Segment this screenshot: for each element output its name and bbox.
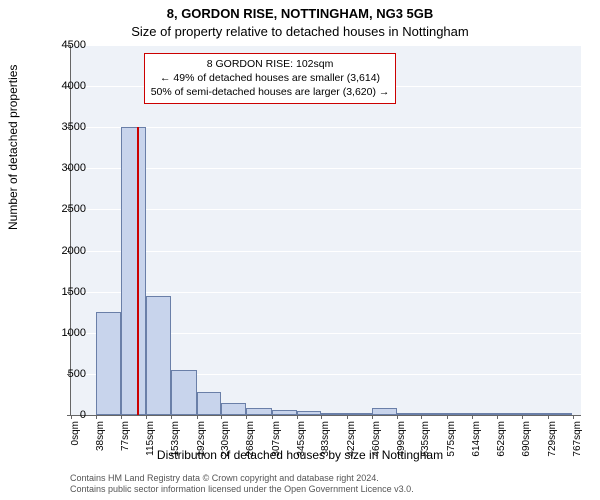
annotation-box: 8 GORDON RISE: 102sqm ← 49% of detached … [144,53,397,104]
x-tick-label: 422sqm [346,421,357,461]
x-tick-mark [121,415,122,419]
x-tick-label: 115sqm [145,421,156,461]
x-tick-mark [472,415,473,419]
x-tick-mark [573,415,574,419]
annotation-line2: ← 49% of detached houses are smaller (3,… [151,71,390,85]
x-tick-label: 307sqm [271,421,282,461]
histogram-bar [522,413,548,415]
histogram-bar [171,370,197,415]
y-tick-label: 1500 [36,286,86,298]
x-tick-mark [246,415,247,419]
x-tick-mark [397,415,398,419]
y-tick-label: 3000 [36,162,86,174]
histogram-bar [321,413,347,415]
histogram-bar [272,410,297,415]
attribution-text: Contains HM Land Registry data © Crown c… [70,473,414,496]
x-tick-mark [171,415,172,419]
x-tick-label: 535sqm [420,421,431,461]
gridline [71,209,581,210]
histogram-bar [347,413,372,415]
histogram-bar [472,413,497,415]
chart-container: 8, GORDON RISE, NOTTINGHAM, NG3 5GB Size… [0,0,600,500]
y-tick-label: 0 [36,409,86,421]
x-tick-mark [421,415,422,419]
chart-title-address: 8, GORDON RISE, NOTTINGHAM, NG3 5GB [0,6,600,21]
x-tick-label: 383sqm [320,421,331,461]
y-tick-label: 3500 [36,121,86,133]
histogram-bar [297,411,322,415]
x-tick-label: 767sqm [572,421,583,461]
gridline [71,168,581,169]
gridline [71,45,581,46]
x-tick-mark [272,415,273,419]
gridline [71,127,581,128]
x-tick-mark [221,415,222,419]
annotation-line3: 50% of semi-detached houses are larger (… [151,85,390,99]
x-tick-label: 153sqm [170,421,181,461]
x-tick-mark [372,415,373,419]
histogram-bar [447,413,473,415]
x-tick-mark [522,415,523,419]
x-tick-label: 77sqm [120,421,131,461]
y-axis-label: Number of detached properties [6,65,20,230]
y-tick-label: 4500 [36,39,86,51]
x-tick-label: 729sqm [547,421,558,461]
x-tick-label: 652sqm [496,421,507,461]
chart-subtitle: Size of property relative to detached ho… [0,24,600,39]
x-tick-mark [197,415,198,419]
attribution-line2: Contains public sector information licen… [70,484,414,496]
x-tick-label: 192sqm [196,421,207,461]
x-tick-label: 690sqm [521,421,532,461]
histogram-bar [246,408,272,415]
y-tick-label: 500 [36,368,86,380]
gridline [71,292,581,293]
histogram-bar [397,413,421,415]
attribution-line1: Contains HM Land Registry data © Crown c… [70,473,414,485]
x-tick-mark [347,415,348,419]
histogram-bar [96,312,122,415]
x-tick-mark [497,415,498,419]
x-tick-label: 614sqm [471,421,482,461]
histogram-bar [372,408,398,415]
x-tick-label: 0sqm [70,421,81,461]
x-tick-label: 499sqm [396,421,407,461]
x-tick-mark [548,415,549,419]
y-tick-label: 2000 [36,245,86,257]
histogram-bar [421,413,447,415]
x-tick-mark [297,415,298,419]
histogram-bar [221,403,246,415]
x-tick-mark [146,415,147,419]
x-tick-label: 230sqm [220,421,231,461]
y-tick-label: 2500 [36,203,86,215]
plot-area: 8 GORDON RISE: 102sqm ← 49% of detached … [70,45,581,416]
marker-line [137,127,139,415]
histogram-bar [197,392,222,415]
histogram-bar [548,413,573,415]
x-tick-mark [96,415,97,419]
x-tick-label: 575sqm [446,421,457,461]
x-tick-mark [447,415,448,419]
x-tick-label: 38sqm [95,421,106,461]
y-tick-label: 1000 [36,327,86,339]
histogram-bar [146,296,171,415]
annotation-line1: 8 GORDON RISE: 102sqm [151,57,390,71]
x-tick-label: 345sqm [296,421,307,461]
histogram-bar [121,127,146,415]
histogram-bar [497,413,522,415]
gridline [71,251,581,252]
y-tick-label: 4000 [36,80,86,92]
x-tick-label: 268sqm [245,421,256,461]
x-tick-label: 460sqm [371,421,382,461]
x-tick-mark [321,415,322,419]
